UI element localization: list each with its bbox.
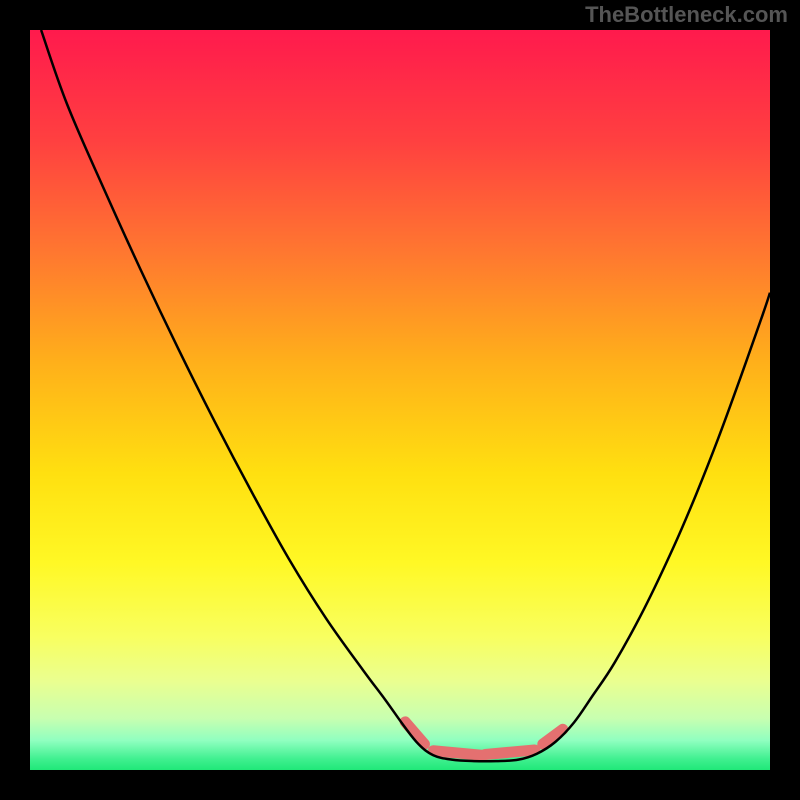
watermark-text: TheBottleneck.com <box>585 2 788 28</box>
gradient-background <box>30 30 770 770</box>
plot-svg <box>30 30 770 770</box>
chart-frame: TheBottleneck.com <box>0 0 800 800</box>
plot-area <box>30 30 770 770</box>
